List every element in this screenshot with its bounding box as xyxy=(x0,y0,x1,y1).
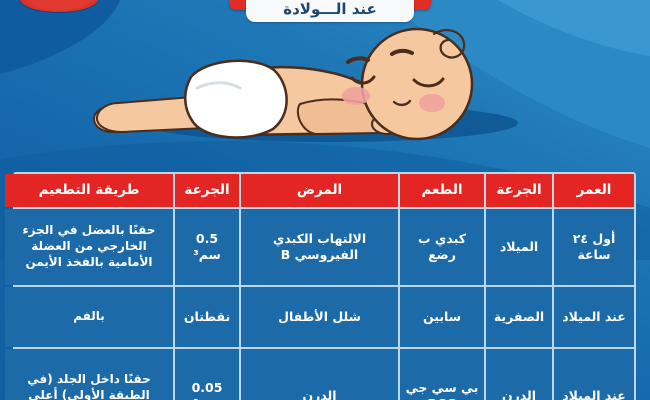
row1-dose: الميلاد xyxy=(486,209,552,285)
wave-dark-left xyxy=(0,0,120,74)
row1-vaccine: كبدي ب رضع xyxy=(400,209,484,285)
row3-age: عند الميلاد xyxy=(554,349,634,400)
row2-age: عند الميلاد xyxy=(554,287,634,347)
vaccination-table: العمر الجرعة الطعم المرض الجرعة طريقة ال… xyxy=(5,172,636,400)
row1-disease: الالتهاب الكبدي الفيروسي B xyxy=(241,209,398,285)
col-header-amount: الجرعة xyxy=(175,174,239,207)
row2-amount: نقطتان xyxy=(175,287,239,347)
row3-amount: 0.05 سم³ xyxy=(175,349,239,400)
row3-disease: الدرن xyxy=(241,349,398,400)
hair-curl xyxy=(432,29,466,59)
col-header-disease: المرض xyxy=(241,174,398,207)
row2-method: بالفم xyxy=(5,287,173,347)
row2-vaccine: سابين xyxy=(400,287,484,347)
col-header-dose: الجرعة xyxy=(486,174,552,207)
title-badge: عند الـــولادة xyxy=(246,0,414,22)
col-header-vaccine: الطعم xyxy=(400,174,484,207)
row3-method: حقنًا داخل الجلد (في الطبقة الأولى) أعلى… xyxy=(5,349,173,400)
row2-dose: الصفرية xyxy=(486,287,552,347)
page-title: عند الـــولادة xyxy=(283,0,377,18)
row1-method: حقنًا بالعضل في الجزء الخارجي من العضلة … xyxy=(5,209,173,285)
logo-ellipse xyxy=(20,0,98,12)
row1-age: أول ٢٤ ساعة xyxy=(554,209,634,285)
row1-amount: 0.5 سم³ xyxy=(175,209,239,285)
row3-dose: الدرن xyxy=(486,349,552,400)
col-header-method: طريقة التطعيم xyxy=(5,174,173,207)
wave-lighter xyxy=(498,0,650,56)
row3-vaccine: بي سي جي BCG xyxy=(400,349,484,400)
col-header-age: العمر xyxy=(554,174,634,207)
row2-disease: شلل الأطفال xyxy=(241,287,398,347)
